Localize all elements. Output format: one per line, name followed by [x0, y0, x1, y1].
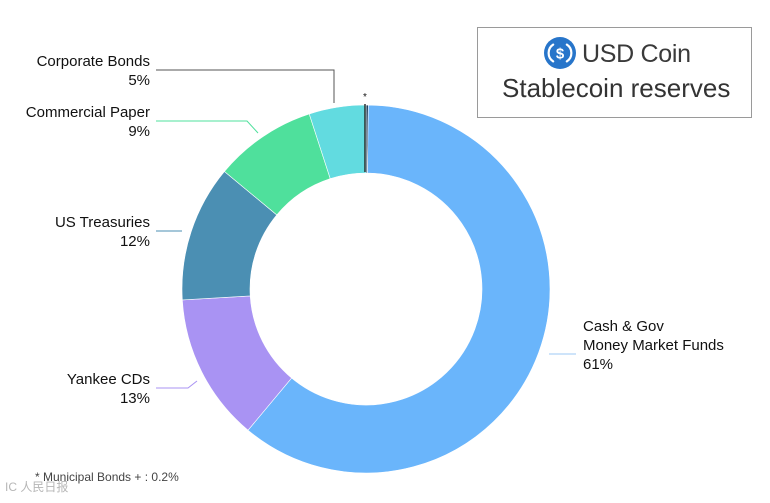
slice-label-yankee-cds: Yankee CDs 13% [67, 371, 150, 407]
slice-corporate-bonds [308, 104, 367, 180]
slice-label-corporate-bonds: Corporate Bonds 5% [37, 53, 150, 89]
brand-name: USD Coin [582, 40, 691, 68]
chart-subtitle: Stablecoin reserves [502, 73, 731, 103]
watermark: IC 人民日报 [5, 480, 69, 494]
leader-lines-layer [156, 69, 576, 389]
leader-line-yankee-cds [156, 380, 198, 389]
slice-label-asterisk: * [363, 92, 367, 103]
slice-label-commercial-paper: Commercial Paper 9% [26, 104, 150, 140]
slice-cash-gov-money-market-funds [247, 104, 551, 474]
usdc-logo-icon: $ [544, 37, 576, 74]
slice-label-us-treasuries: US Treasuries 12% [55, 214, 150, 250]
leader-line-corporate-bonds [156, 69, 335, 103]
slices-layer [181, 104, 551, 474]
brand-box: $ USD Coin Stablecoin reserves [477, 27, 752, 118]
slice-label-cash-gov-money-market-funds: Cash & Gov Money Market Funds 61% [583, 318, 724, 373]
labels-layer: * Cash & Gov Money Market Funds 61% Yankee C… [26, 53, 724, 407]
footnote: * Municipal Bonds + : 0.2% [35, 470, 179, 484]
svg-text:$: $ [556, 46, 565, 63]
leader-line-commercial-paper [156, 120, 259, 134]
